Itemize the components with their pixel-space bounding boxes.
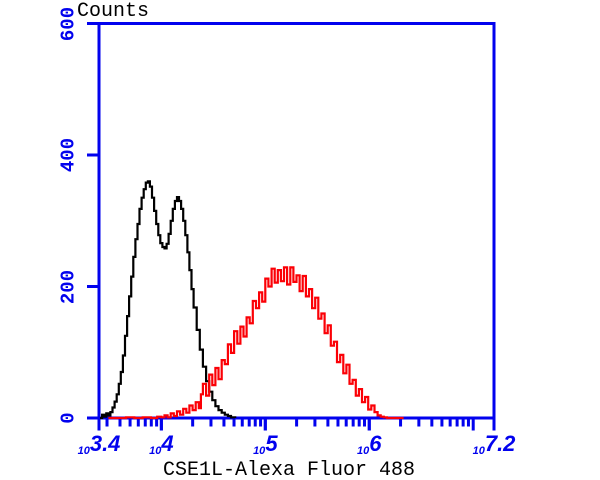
x-tick-label-exponent: 5 bbox=[265, 431, 278, 456]
x-tick-label-exponent: 6 bbox=[369, 431, 382, 456]
x-tick-label: 10 4 bbox=[149, 433, 174, 457]
x-tick-label: 10 7.2 bbox=[473, 433, 516, 457]
x-tick-label: 10 5 bbox=[253, 433, 278, 457]
y-tick-label: 0 bbox=[57, 412, 80, 424]
series-curve-unstained-control bbox=[100, 180, 237, 420]
plot-border bbox=[97, 22, 496, 420]
x-axis-title: CSE1L-Alexa Fluor 488 bbox=[162, 459, 416, 480]
series-curve-cse1l-alexa-fluor-488 bbox=[108, 266, 404, 420]
x-tick-label-base: 10 bbox=[77, 445, 90, 457]
x-tick-label-base: 10 bbox=[253, 445, 266, 457]
x-tick-label-base: 10 bbox=[472, 445, 485, 457]
x-tick-label: 10 6 bbox=[357, 433, 382, 457]
y-axis-title: Counts bbox=[77, 0, 150, 23]
y-tick-label: 200 bbox=[57, 269, 80, 304]
x-tick-label-exponent: 3.4 bbox=[89, 431, 121, 456]
x-tick-label-base: 10 bbox=[357, 445, 370, 457]
y-tick-label: 400 bbox=[57, 137, 80, 173]
x-tick-label-exponent: 4 bbox=[161, 431, 174, 456]
x-tick-label: 10 3.4 bbox=[78, 433, 121, 457]
y-tick-label: 600 bbox=[57, 6, 80, 41]
x-tick-label-base: 10 bbox=[149, 445, 162, 457]
x-tick-label-exponent: 7.2 bbox=[484, 431, 516, 456]
